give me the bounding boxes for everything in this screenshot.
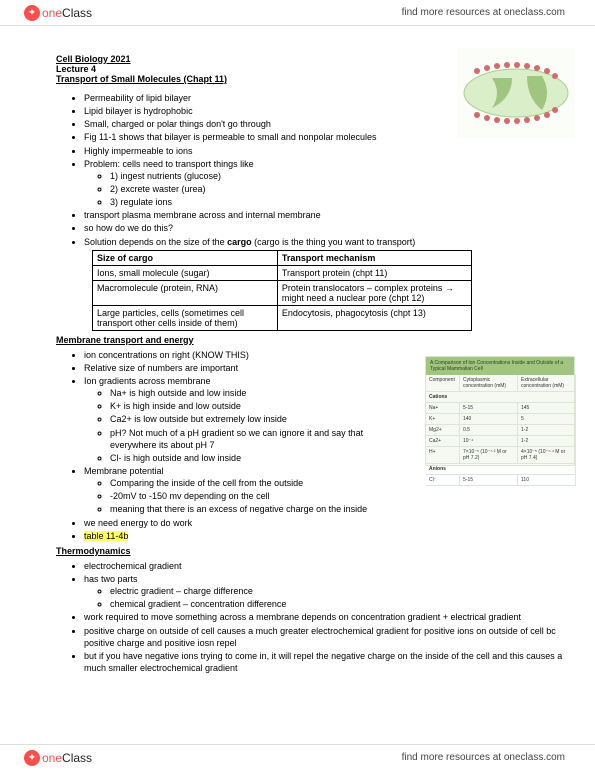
- highlighted-text: table 11-4b: [84, 531, 128, 541]
- section-membrane-transport: Membrane transport and energy: [56, 335, 565, 345]
- list-item: 2) excrete waster (urea): [110, 183, 565, 195]
- cargo-cell: Endocytosis, phagocytosis (chpt 13): [277, 305, 471, 330]
- ion-cations: Cations: [426, 392, 576, 403]
- ion-h-in: 7×10⁻⁵ (10⁻⁷·² M or pH 7.2): [460, 447, 518, 464]
- cargo-cell: Protein translocators – complex proteins…: [277, 280, 471, 305]
- logo-text: oneClass: [42, 751, 92, 765]
- cargo-table: Size of cargo Transport mechanism Ions, …: [92, 250, 472, 331]
- list-text: Membrane potential: [84, 466, 164, 476]
- ion-cl-out: 110: [518, 475, 576, 486]
- cargo-cell: Transport protein (chpt 11): [277, 265, 471, 280]
- cargo-header-size: Size of cargo: [93, 250, 278, 265]
- footer-link[interactable]: find more resources at oneclass.com: [402, 752, 565, 763]
- list-item: has two parts electric gradient – charge…: [84, 573, 565, 610]
- list-text-tail: (cargo is the thing you want to transpor…: [252, 237, 416, 247]
- list-item: electric gradient – charge difference: [110, 585, 565, 597]
- list-item: work required to move something across a…: [84, 611, 565, 623]
- logo-one: one: [42, 6, 62, 20]
- ion-k-label: K+: [426, 414, 460, 425]
- cargo-cell: Ions, small molecule (sugar): [93, 265, 278, 280]
- ion-k-in: 140: [460, 414, 518, 425]
- ion-mg-out: 1-2: [518, 425, 576, 436]
- ion-ca-in: 10⁻⁴: [460, 436, 518, 447]
- logo-class: Class: [62, 6, 92, 20]
- logo[interactable]: oneClass: [24, 5, 92, 21]
- section-thermodynamics: Thermodynamics: [56, 546, 565, 556]
- list-item: chemical gradient – concentration differ…: [110, 598, 565, 610]
- cargo-cell: Large particles, cells (sometimes cell t…: [93, 305, 278, 330]
- ion-ca-out: 1-2: [518, 436, 576, 447]
- list-item: transport plasma membrane across and int…: [84, 209, 565, 221]
- header: oneClass find more resources at oneclass…: [0, 0, 595, 26]
- ion-col-component: Component: [426, 375, 460, 392]
- ion-na-in: 5-15: [460, 403, 518, 414]
- list-item: we need energy to do work: [84, 517, 565, 529]
- list-text: Solution depends on the size of the: [84, 237, 227, 247]
- ion-col-extra: Extracellular concentration (mM): [518, 375, 576, 392]
- footer: oneClass find more resources at oneclass…: [0, 744, 595, 770]
- list-item: positive charge on outside of cell cause…: [84, 625, 565, 649]
- thermodynamics-list: electrochemical gradient has two parts e…: [56, 560, 565, 674]
- ion-concentration-table: A Comparison of Ion Concentrations Insid…: [425, 356, 575, 466]
- list-item: 3) regulate ions: [110, 196, 565, 208]
- ion-k-out: 5: [518, 414, 576, 425]
- ion-ca-label: Ca2+: [426, 436, 460, 447]
- list-item: Problem: cells need to transport things …: [84, 158, 565, 209]
- logo-one: one: [42, 751, 62, 765]
- logo-text: oneClass: [42, 6, 92, 20]
- ion-h-out: 4×10⁻⁵ (10⁻⁷·⁴ M or pH 7.4): [518, 447, 576, 464]
- list-item: pH? Not much of a pH gradient so we can …: [110, 427, 370, 451]
- list-text: has two parts: [84, 574, 138, 584]
- membrane-diagram: [457, 48, 575, 138]
- burst-icon: [24, 5, 40, 21]
- document-content: A Comparison of Ion Concentrations Insid…: [56, 54, 565, 730]
- ion-h-label: H+: [426, 447, 460, 464]
- cargo-cell: Macromolecule (protein, RNA): [93, 280, 278, 305]
- ion-na-out: 145: [518, 403, 576, 414]
- list-item: but if you have negative ions trying to …: [84, 650, 565, 674]
- ion-na-label: Na+: [426, 403, 460, 414]
- list-text: Ion gradients across membrane: [84, 376, 211, 386]
- list-bold: cargo: [227, 237, 252, 247]
- list-item: Solution depends on the size of the carg…: [84, 236, 565, 248]
- logo-class: Class: [62, 751, 92, 765]
- list-item: -20mV to -150 mv depending on the cell: [110, 490, 565, 502]
- list-item: Highly impermeable to ions: [84, 145, 565, 157]
- ion-mg-label: Mg2+: [426, 425, 460, 436]
- list-item: meaning that there is an excess of negat…: [110, 503, 565, 515]
- header-link[interactable]: find more resources at oneclass.com: [402, 7, 565, 18]
- ion-table-title: A Comparison of Ion Concentrations Insid…: [426, 357, 574, 375]
- list-item: table 11-4b: [84, 530, 565, 542]
- cargo-header-mechanism: Transport mechanism: [277, 250, 471, 265]
- ion-cl-label: Cl⁻: [426, 475, 460, 486]
- ion-anions: Anions: [426, 464, 576, 475]
- ion-col-cyto: Cytoplasmic concentration (mM): [460, 375, 518, 392]
- ion-mg-in: 0.5: [460, 425, 518, 436]
- list-item: electrochemical gradient: [84, 560, 565, 572]
- burst-icon: [24, 750, 40, 766]
- list-item: so how do we do this?: [84, 222, 565, 234]
- footer-logo[interactable]: oneClass: [24, 750, 92, 766]
- list-item: 1) ingest nutrients (glucose): [110, 170, 565, 182]
- ion-cl-in: 5-15: [460, 475, 518, 486]
- list-text: Problem: cells need to transport things …: [84, 159, 254, 169]
